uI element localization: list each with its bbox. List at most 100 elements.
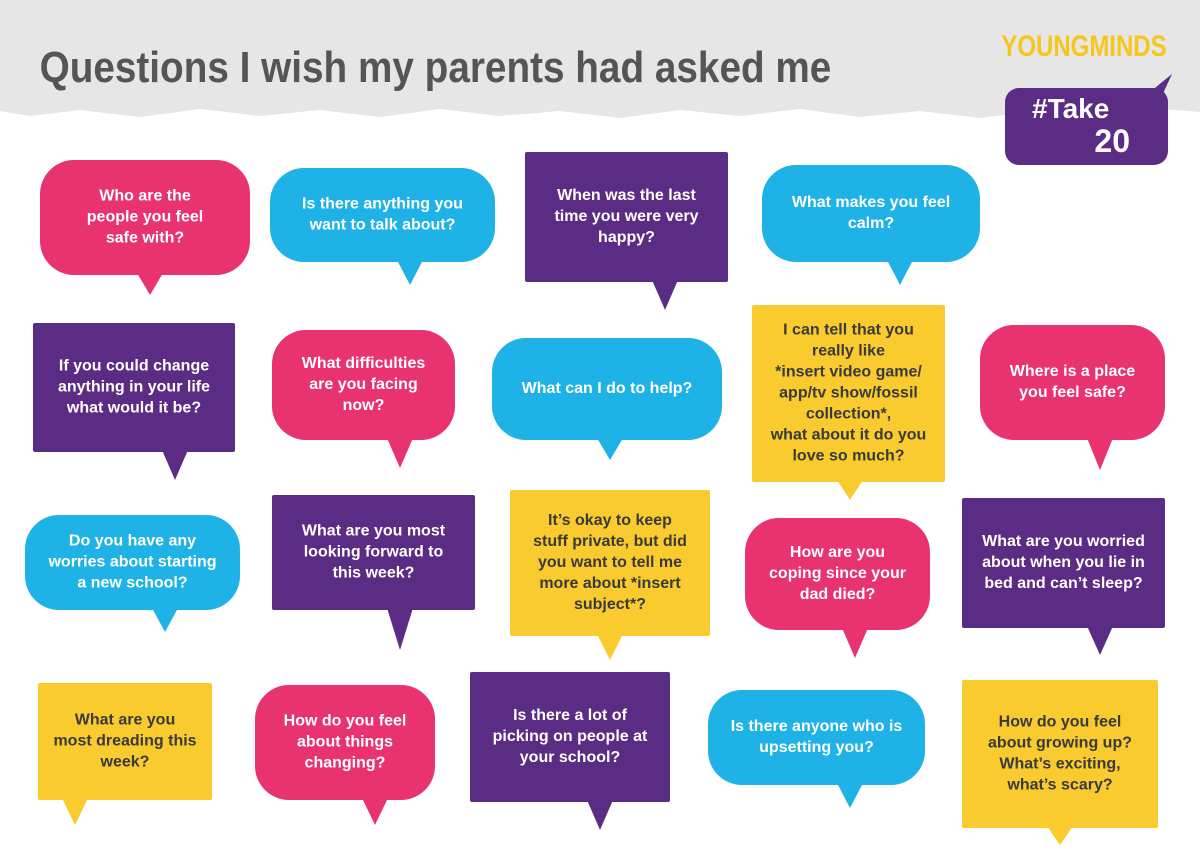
badge-shape (1005, 88, 1168, 165)
question-line: When was the last (557, 187, 696, 204)
bubble-tail (162, 450, 188, 480)
question-line: worries about starting (47, 554, 216, 571)
bubble-tail (137, 273, 163, 295)
question-line: a new school? (77, 575, 187, 592)
bubble-shape (470, 672, 670, 802)
bubble-tail (652, 280, 678, 310)
question-line: about when you lie in (982, 554, 1145, 571)
question-line: *insert video game/ (775, 364, 922, 381)
question-line: How do you feel (999, 714, 1122, 731)
question-line: What are you worried (982, 533, 1145, 550)
question-line: changing? (305, 755, 386, 772)
question-line: looking forward to (304, 544, 444, 561)
question-line: What’s exciting, (999, 756, 1120, 773)
title: Questions I wish my parents had asked me (40, 42, 832, 92)
question-line: love so much? (792, 448, 904, 465)
bubble-tail (842, 628, 868, 658)
bubble-tail (587, 800, 613, 830)
question-line: happy? (598, 229, 655, 246)
question-line: want to talk about? (309, 217, 456, 234)
bubble-tail (1087, 438, 1113, 470)
speech-bubble: If you could change anything in your life… (33, 323, 235, 480)
question-line: Do you have any (69, 533, 196, 550)
question-line: time you were very (554, 208, 698, 225)
speech-bubble: Is there anyone who is upsetting you? (708, 690, 925, 808)
bubble-tail (597, 634, 623, 660)
question-line: dad died? (800, 586, 876, 603)
speech-bubble: What are you most looking forward to this … (272, 495, 475, 650)
question-line: you want to tell me (538, 554, 682, 571)
bubble-shape (745, 518, 930, 630)
speech-bubble: How are you coping since your dad died? (745, 518, 930, 658)
bubble-shape (255, 685, 435, 800)
bubble-shape (25, 515, 240, 610)
speech-bubble: I can tell that you really like *insert vi… (752, 305, 945, 500)
speech-bubble: When was the last time you were very happy… (525, 152, 728, 310)
question-line: Is there anything you (302, 196, 463, 213)
bubble-shape (272, 495, 475, 610)
bubble-tail (152, 608, 178, 632)
bubble-tail (397, 260, 423, 285)
speech-bubble: Who are the people you feel safe with? (40, 160, 250, 295)
question-line: what about it do you (770, 427, 927, 444)
question-line: more about *insert (539, 575, 681, 592)
bubble-shape (962, 680, 1158, 828)
question-line: your school? (520, 749, 620, 766)
bubble-tail (837, 783, 863, 808)
speech-bubble: How do you feel about growing up? What’s e… (962, 680, 1158, 845)
bubble-shape (40, 160, 250, 275)
bubble-tail (387, 608, 413, 650)
bubble-shape (38, 683, 212, 800)
question-line: most dreading this (53, 733, 196, 750)
question-line: Is there anyone who is (731, 718, 903, 735)
bubble-tail (887, 260, 913, 285)
bubble-tail (362, 798, 388, 825)
bubble-tail (1047, 826, 1073, 845)
bubble-shape (708, 690, 925, 785)
bubble-shape (33, 323, 235, 452)
question-line: I can tell that you (783, 322, 914, 339)
bubble-shape (525, 152, 728, 282)
bubble-tail (1087, 626, 1113, 655)
question-line: now? (343, 397, 385, 414)
bubble-tail (62, 798, 88, 825)
question-line: about things (297, 734, 393, 751)
header-band (0, 0, 1200, 118)
question-line: What are you most (302, 523, 446, 540)
question-line: stuff private, but did (533, 533, 687, 550)
speech-bubble: How do you feel about things changing? (255, 685, 435, 825)
bubble-shape (752, 305, 945, 482)
question-line: what would it be? (66, 400, 201, 417)
bubble-shape (272, 330, 455, 440)
question-line: calm? (848, 215, 894, 232)
question-line: What makes you feel (792, 194, 950, 211)
speech-bubble: What are you most dreading this week? (38, 683, 212, 825)
question-line: collection*, (806, 406, 891, 423)
question-line: Where is a place (1010, 363, 1135, 380)
question-line: what’s scary? (1006, 777, 1112, 794)
question-line: subject*? (574, 596, 646, 613)
badge-number: 20 (1094, 123, 1130, 159)
speech-bubble: What can I do to help? (492, 338, 722, 460)
question-line: Is there a lot of (513, 707, 627, 724)
question-line: bed and can’t sleep? (984, 575, 1142, 592)
take20-badge: #Take 20 (1005, 74, 1172, 165)
question-line: people you feel (87, 209, 203, 226)
question-line: safe with? (106, 230, 184, 247)
question-line: you feel safe? (1019, 384, 1126, 401)
question-line: coping since your (769, 565, 906, 582)
bubble-shape (492, 338, 722, 440)
bubble-tail (387, 438, 413, 468)
bubble-shape (980, 325, 1165, 440)
bubbles: Who are the people you feel safe with? Is t… (25, 152, 1165, 845)
bubble-shape (270, 168, 495, 262)
speech-bubble: Is there a lot of picking on people at you… (470, 672, 670, 830)
speech-bubble: It’s okay to keep stuff private, but did y… (510, 490, 710, 660)
question-line: What are you (75, 712, 175, 729)
speech-bubble: What difficulties are you facing now? (272, 330, 455, 468)
question-line: It’s okay to keep (548, 512, 672, 529)
bubble-shape (510, 490, 710, 636)
bubble-tail (597, 438, 623, 460)
question-line: really like (812, 343, 885, 360)
